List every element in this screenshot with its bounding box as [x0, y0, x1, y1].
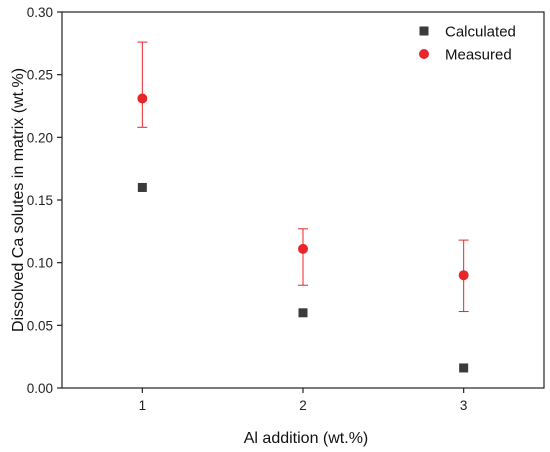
x-tick-label: 1 [139, 398, 147, 413]
legend-marker-measured [419, 49, 429, 59]
legend-label-calculated: Calculated [445, 24, 516, 41]
plot-frame [61, 11, 545, 389]
x-tick-label: 3 [460, 398, 468, 413]
data-points [137, 93, 469, 373]
data-point-measured [458, 270, 469, 281]
x-tick-label: 2 [299, 398, 307, 413]
plot-frame-border [61, 11, 545, 389]
data-point-measured [137, 93, 148, 104]
legend-label-measured: Measured [445, 47, 512, 64]
data-point-measured [298, 243, 308, 254]
axis-ticks: 0.00 0.05 0.10 0.15 0.20 0.25 0.30 1 2 3 [27, 5, 468, 413]
y-axis-title: Dissolved Ca solutes in matrix (wt.%) [10, 68, 27, 332]
y-tick-label: 0.15 [27, 193, 53, 208]
data-point-calculated [137, 182, 147, 192]
legend-marker-calculated [419, 26, 429, 36]
y-tick-label: 0.25 [27, 68, 53, 83]
legend: Calculated Measured [419, 24, 516, 64]
data-point-calculated [298, 308, 308, 318]
y-tick-label: 0.10 [27, 256, 53, 271]
x-axis-title: Al addition (wt.%) [244, 430, 369, 447]
y-tick-label: 0.00 [27, 381, 53, 396]
y-tick-label: 0.20 [27, 130, 53, 145]
y-tick-label: 0.30 [27, 5, 53, 20]
error-bars [137, 41, 469, 313]
y-tick-label: 0.05 [27, 318, 53, 333]
data-point-calculated [459, 363, 469, 373]
